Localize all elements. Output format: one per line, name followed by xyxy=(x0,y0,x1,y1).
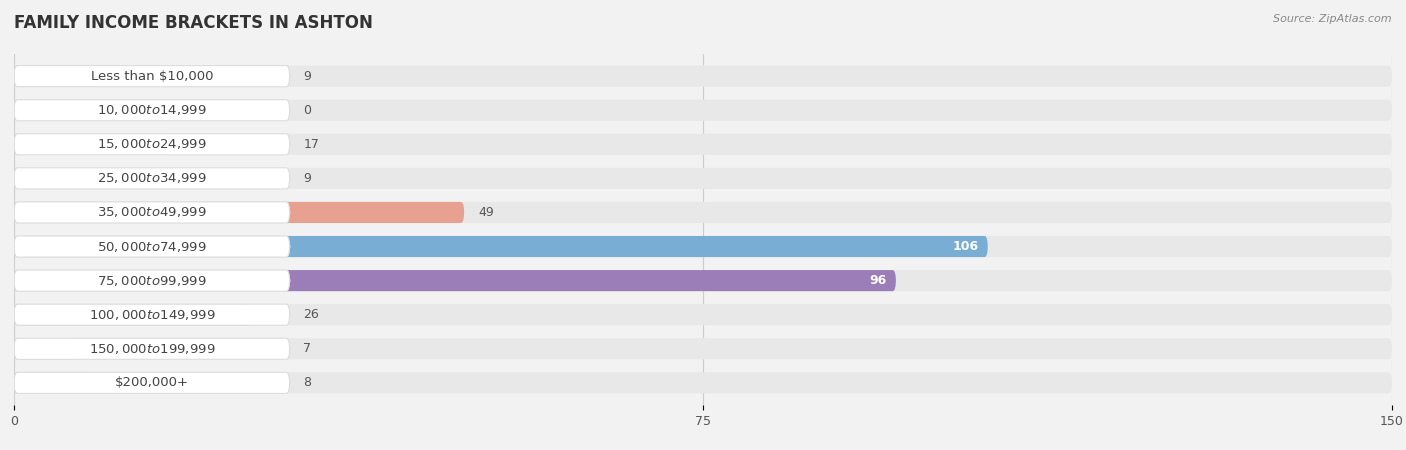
FancyBboxPatch shape xyxy=(14,202,464,223)
Text: 96: 96 xyxy=(869,274,887,287)
FancyBboxPatch shape xyxy=(14,372,87,393)
FancyBboxPatch shape xyxy=(14,338,79,360)
Text: $75,000 to $99,999: $75,000 to $99,999 xyxy=(97,274,207,288)
FancyBboxPatch shape xyxy=(14,66,97,87)
Text: 106: 106 xyxy=(952,240,979,253)
FancyBboxPatch shape xyxy=(14,66,290,87)
Text: $50,000 to $74,999: $50,000 to $74,999 xyxy=(97,239,207,253)
Text: $35,000 to $49,999: $35,000 to $49,999 xyxy=(97,206,207,220)
FancyBboxPatch shape xyxy=(14,372,1392,393)
Text: $25,000 to $34,999: $25,000 to $34,999 xyxy=(97,171,207,185)
Text: FAMILY INCOME BRACKETS IN ASHTON: FAMILY INCOME BRACKETS IN ASHTON xyxy=(14,14,373,32)
FancyBboxPatch shape xyxy=(14,134,170,155)
FancyBboxPatch shape xyxy=(14,168,290,189)
FancyBboxPatch shape xyxy=(14,202,1392,223)
FancyBboxPatch shape xyxy=(14,236,290,257)
Text: 7: 7 xyxy=(304,342,311,355)
FancyBboxPatch shape xyxy=(14,338,1392,360)
FancyBboxPatch shape xyxy=(14,168,1392,189)
FancyBboxPatch shape xyxy=(14,202,290,223)
Text: 0: 0 xyxy=(304,104,311,117)
FancyBboxPatch shape xyxy=(14,372,290,393)
Text: $10,000 to $14,999: $10,000 to $14,999 xyxy=(97,103,207,117)
FancyBboxPatch shape xyxy=(14,134,290,155)
FancyBboxPatch shape xyxy=(14,99,290,121)
FancyBboxPatch shape xyxy=(14,338,290,360)
FancyBboxPatch shape xyxy=(14,99,1392,121)
Text: 9: 9 xyxy=(304,172,311,185)
Text: 17: 17 xyxy=(304,138,319,151)
Text: Less than $10,000: Less than $10,000 xyxy=(90,70,214,83)
Text: $200,000+: $200,000+ xyxy=(115,376,188,389)
FancyBboxPatch shape xyxy=(14,270,896,291)
Text: 26: 26 xyxy=(304,308,319,321)
Text: 9: 9 xyxy=(304,70,311,83)
FancyBboxPatch shape xyxy=(14,66,1392,87)
FancyBboxPatch shape xyxy=(14,270,290,291)
Text: $15,000 to $24,999: $15,000 to $24,999 xyxy=(97,137,207,151)
FancyBboxPatch shape xyxy=(14,168,97,189)
FancyBboxPatch shape xyxy=(14,236,988,257)
Text: $100,000 to $149,999: $100,000 to $149,999 xyxy=(89,308,215,322)
Text: $150,000 to $199,999: $150,000 to $199,999 xyxy=(89,342,215,356)
FancyBboxPatch shape xyxy=(14,304,253,325)
FancyBboxPatch shape xyxy=(14,134,1392,155)
FancyBboxPatch shape xyxy=(14,236,1392,257)
Text: Source: ZipAtlas.com: Source: ZipAtlas.com xyxy=(1274,14,1392,23)
FancyBboxPatch shape xyxy=(14,304,290,325)
Text: 49: 49 xyxy=(478,206,494,219)
FancyBboxPatch shape xyxy=(14,304,1392,325)
FancyBboxPatch shape xyxy=(14,270,1392,291)
Text: 8: 8 xyxy=(304,376,311,389)
